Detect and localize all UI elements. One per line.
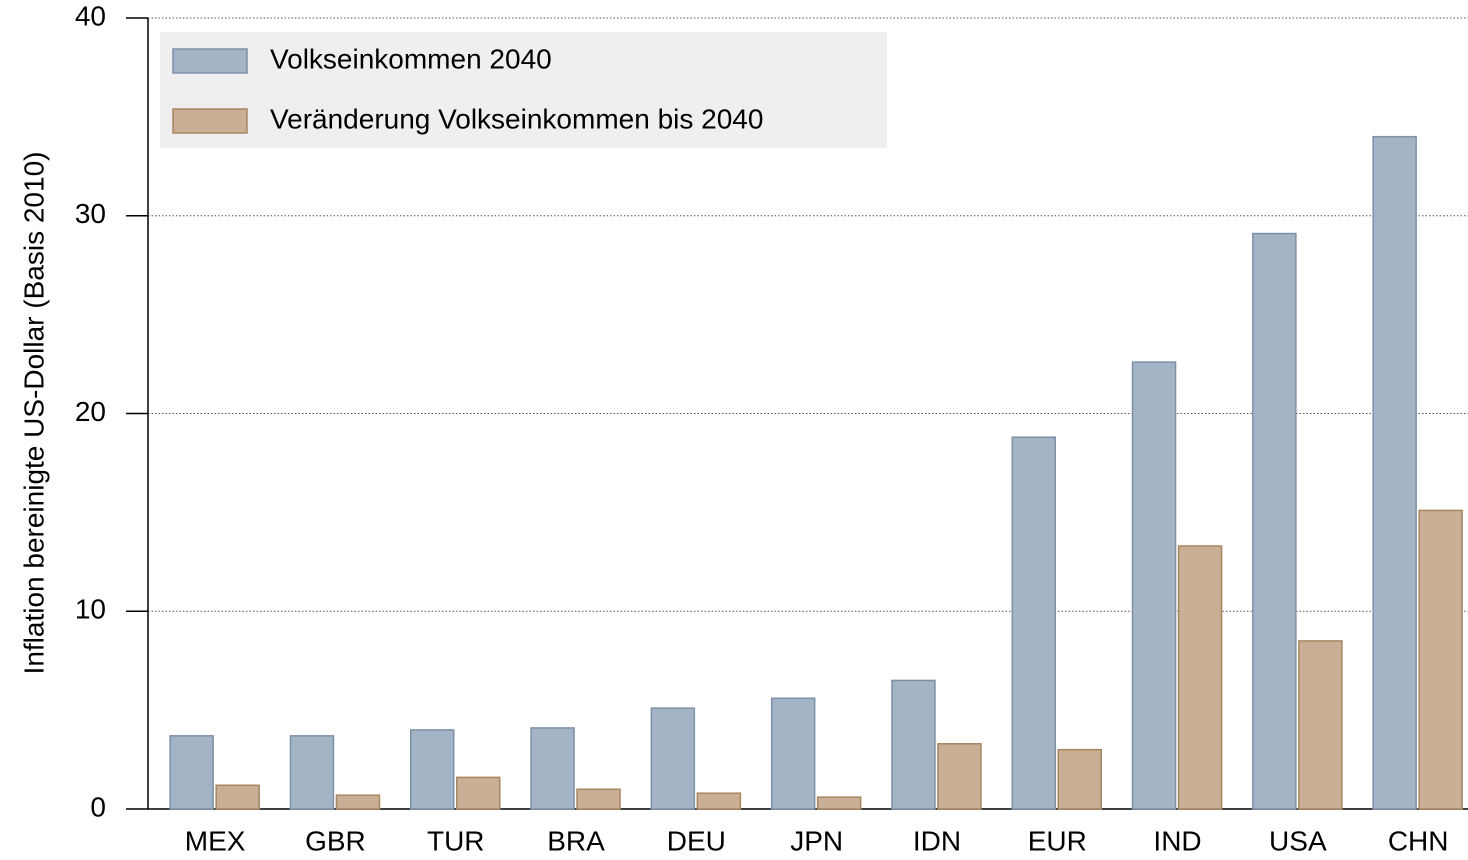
y-tick-label: 40 xyxy=(75,0,106,31)
x-tick-label: BRA xyxy=(547,825,605,856)
bar xyxy=(891,679,936,810)
y-axis-label: Inflation bereinigte US-Dollar (Basis 20… xyxy=(18,152,49,675)
x-tick-label: CHN xyxy=(1388,825,1449,856)
bar xyxy=(1177,545,1223,810)
bar xyxy=(1011,436,1056,810)
y-tick-label: 10 xyxy=(75,594,106,625)
bar xyxy=(770,697,816,810)
bar xyxy=(1252,232,1297,810)
bar xyxy=(650,707,696,810)
bar xyxy=(456,776,501,810)
x-tick-label: GBR xyxy=(305,825,366,856)
y-tick-label: 20 xyxy=(75,396,106,427)
x-tick-label: USA xyxy=(1269,825,1327,856)
x-tick-label: JPN xyxy=(790,825,843,856)
x-tick-label: EUR xyxy=(1028,825,1087,856)
bar xyxy=(1057,748,1102,810)
bar xyxy=(1418,509,1463,810)
y-tick-label: 30 xyxy=(75,198,106,229)
x-tick-label: DEU xyxy=(667,825,726,856)
x-tick-label: TUR xyxy=(427,825,485,856)
y-tick-label: 0 xyxy=(90,791,106,822)
x-tick-label: MEX xyxy=(185,825,246,856)
bar xyxy=(816,796,862,810)
x-tick-label: IND xyxy=(1153,825,1201,856)
bar xyxy=(696,792,742,810)
legend-label: Veränderung Volkseinkommen bis 2040 xyxy=(270,103,763,134)
bar xyxy=(335,794,381,810)
bar xyxy=(215,784,260,810)
legend-box xyxy=(160,32,887,148)
bar xyxy=(1131,361,1177,810)
bar xyxy=(1298,640,1343,810)
bar xyxy=(169,735,214,810)
x-tick-label: IDN xyxy=(913,825,961,856)
legend-swatch xyxy=(172,108,248,134)
bar xyxy=(1372,135,1417,810)
bar xyxy=(530,727,575,810)
bar xyxy=(937,742,982,810)
legend-swatch xyxy=(172,48,248,74)
bar xyxy=(410,729,455,810)
legend-label: Volkseinkommen 2040 xyxy=(270,43,552,74)
bar xyxy=(576,788,621,810)
bar xyxy=(289,735,335,810)
